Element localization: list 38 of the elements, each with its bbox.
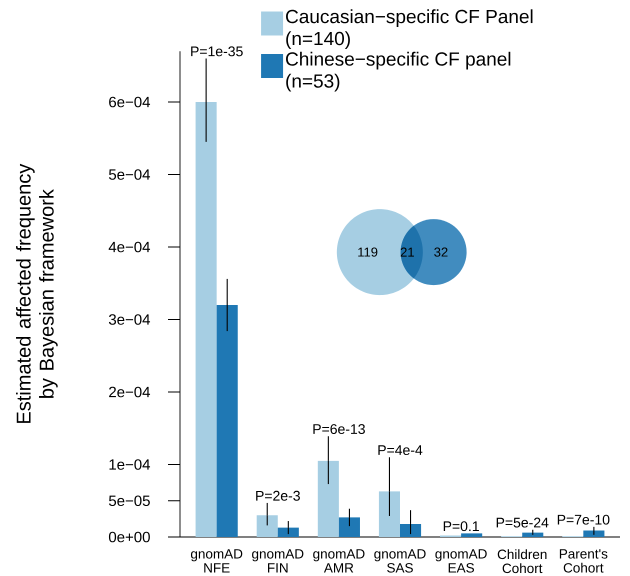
y-tick-label: 5e−05 [108,495,150,506]
y-tick-label: 1e−04 [109,459,150,470]
bar [278,528,299,537]
legend-label: Caucasian−specific CF Panel (n=140) [286,9,532,49]
annotation: 21 [400,248,414,257]
bar [583,530,604,537]
y-tick-label: 3e−04 [108,314,150,325]
bar [256,515,278,537]
annotation: P=4e-4 [378,445,422,456]
bar [216,305,238,537]
y-tick-label: 6e−04 [109,96,150,108]
x-tick-label: gnomAD AMR [313,549,365,572]
bar [461,533,482,537]
x-tick-label: gnomAD SAS [374,549,426,573]
y-tick-label: 4e−04 [108,242,150,252]
annotation: 32 [434,247,448,257]
x-tick-label: Parent's Cohort [560,549,608,573]
y-axis-title: Estimated affected frequency by Bayesian framework [16,164,58,423]
annotation: P=5e-24 [496,518,548,528]
bar [318,460,339,537]
bar [400,524,422,537]
annotation: P=1e-35 [191,46,243,56]
x-tick-label: gnomAD EAS [435,549,487,573]
bar [196,102,217,537]
y-tick-label: 0e+00 [108,532,150,542]
bar [338,517,360,537]
annotation: P=7e-10 [558,514,610,525]
x-tick-label: gnomAD NFE [190,549,242,572]
annotation: P=2e-3 [256,490,300,501]
x-tick-label: Children Cohort [498,549,546,574]
y-tick-label: 5e−04 [108,169,150,180]
x-tick-label: gnomAD FIN [252,549,304,572]
annotation: P=0.1 [444,521,479,532]
annotation: P=6e-13 [313,424,365,434]
bar [522,532,544,537]
legend-label: Chinese−specific CF panel (n=53) [286,52,510,92]
y-tick-label: 2e−04 [109,386,150,398]
annotation: 119 [358,247,378,257]
